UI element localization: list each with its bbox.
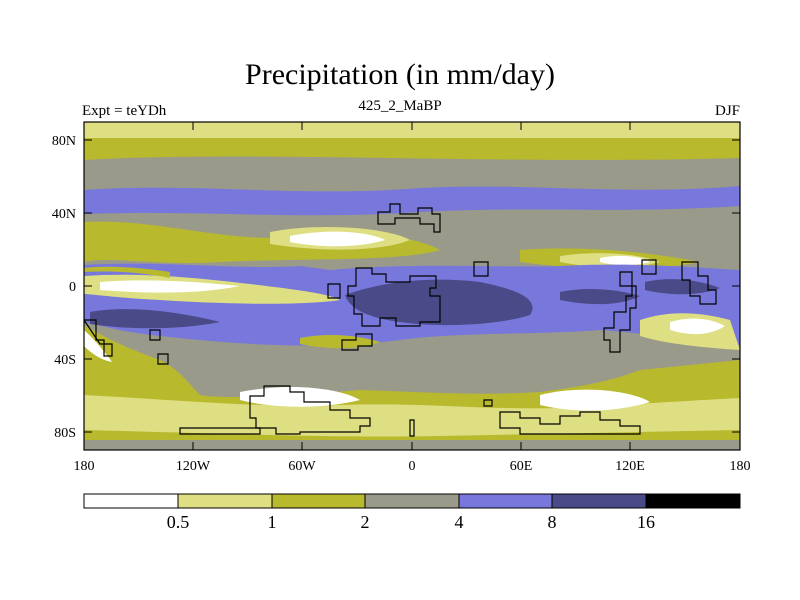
colorbar-label-1: 1 — [268, 512, 277, 532]
lon-label-120w: 120W — [176, 459, 211, 474]
season-label: DJF — [714, 103, 740, 119]
lat-labels: 80N 40N 0 40S 80S — [52, 134, 76, 441]
colorbar — [83, 493, 741, 509]
colorbar-bin-2 — [272, 494, 365, 508]
lon-label-60w: 60W — [288, 459, 316, 474]
lat-label-80n: 80N — [52, 134, 76, 149]
lat-label-80s: 80S — [54, 426, 76, 441]
colorbar-bin-5 — [552, 494, 646, 508]
lon-label-180w: 180 — [74, 459, 95, 474]
colorbar-label-0-5: 0.5 — [167, 512, 190, 532]
axis-ticks — [84, 122, 740, 450]
lat-label-40s: 40S — [54, 353, 76, 368]
colorbar-label-4: 4 — [455, 512, 464, 532]
precip-field — [84, 122, 740, 450]
colorbar-bin-0 — [84, 494, 178, 508]
lon-label-60e: 60E — [510, 459, 533, 474]
run-label: 425_2_MaBP — [358, 98, 442, 114]
lon-label-0: 0 — [409, 459, 416, 474]
colorbar-bin-1 — [178, 494, 272, 508]
colorbar-bin-4 — [459, 494, 552, 508]
lon-labels: 180 120W 60W 0 60E 120E 180 — [74, 459, 751, 474]
colorbar-bin-6 — [646, 494, 740, 508]
plot-title: Precipitation (in mm/day) — [245, 58, 555, 91]
lon-label-120e: 120E — [615, 459, 645, 474]
colorbar-bin-3 — [365, 494, 459, 508]
colorbar-labels: 0.5 1 2 4 8 16 — [167, 512, 655, 532]
lat-label-40n: 40N — [52, 207, 76, 222]
lon-label-180e: 180 — [730, 459, 751, 474]
colorbar-label-2: 2 — [361, 512, 370, 532]
colorbar-label-16: 16 — [637, 512, 655, 532]
experiment-label: Expt = teYDh — [82, 103, 167, 119]
continent-outlines — [84, 203, 717, 437]
colorbar-label-8: 8 — [548, 512, 557, 532]
lat-label-0: 0 — [69, 280, 76, 295]
